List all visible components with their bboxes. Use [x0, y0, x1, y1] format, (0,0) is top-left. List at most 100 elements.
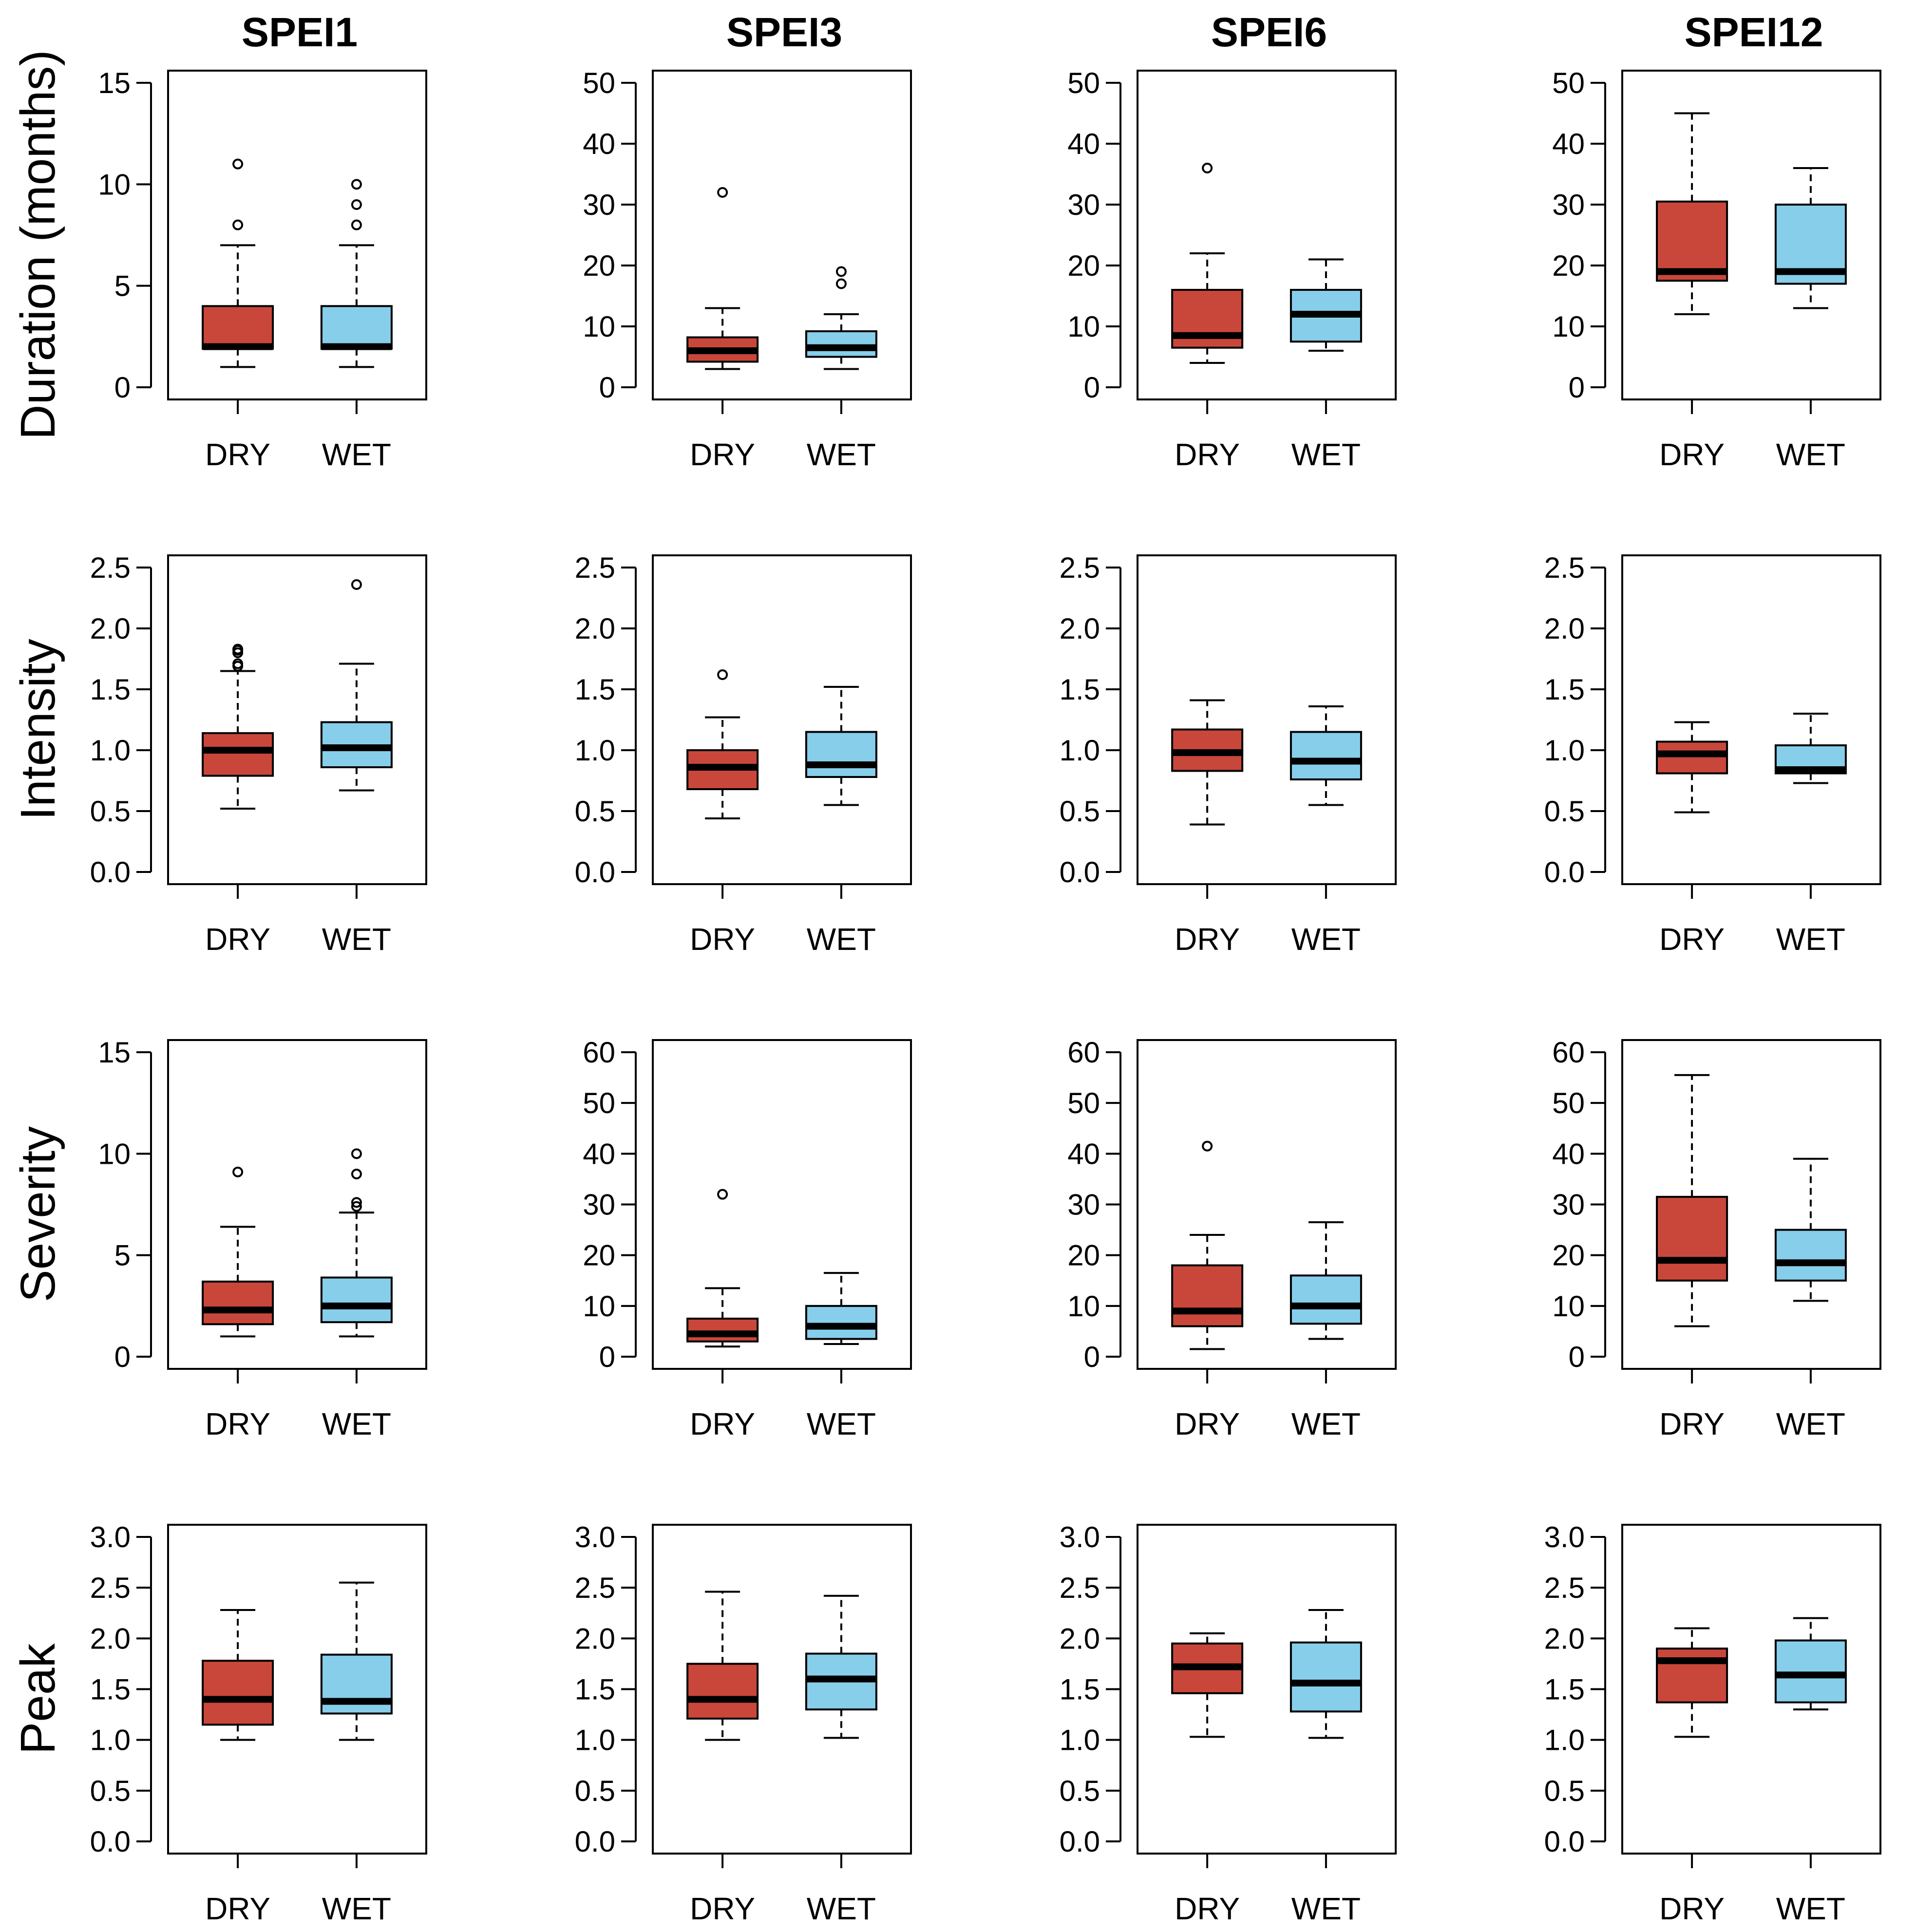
- y-tick-label: 30: [1067, 1189, 1100, 1221]
- y-tick-label: 1.5: [1060, 1673, 1100, 1706]
- y-tick-label: 15: [98, 67, 131, 99]
- box-wet: [1774, 713, 1847, 784]
- y-tick-label: 1.5: [575, 673, 615, 706]
- y-tick-label: 2.5: [90, 1572, 131, 1604]
- panel-intensity-spei3: 0.0 0.5 1.0 1.5 2.0 2.5 DRY WET: [575, 551, 912, 957]
- box-wet: [320, 179, 393, 368]
- y-tick-label: 2.5: [1060, 1572, 1100, 1604]
- y-tick-label: 1.5: [1544, 1673, 1585, 1706]
- y-tick-label: 2.5: [575, 551, 615, 584]
- box-dry: [686, 1591, 759, 1741]
- y-tick-label: 0.0: [1544, 856, 1585, 889]
- plot-frame: [1621, 1039, 1881, 1370]
- outlier-point: [1202, 1140, 1213, 1152]
- outlier-point: [1202, 163, 1213, 173]
- y-tick-label: 0: [599, 371, 615, 404]
- outlier-point: [351, 219, 362, 230]
- x-tick-label: WET: [807, 1406, 876, 1441]
- x-tick-label: DRY: [1175, 437, 1240, 472]
- panel-severity-spei12: 0 10 20 30 40 50 60 DRY WET: [1552, 1036, 1881, 1441]
- y-tick-label: 1.0: [1544, 734, 1585, 767]
- box-iqr: [202, 305, 274, 350]
- box-dry: [202, 158, 274, 368]
- x-tick-label: WET: [1291, 1406, 1361, 1441]
- y-tick-label: 20: [1552, 1239, 1585, 1272]
- y-tick-label: 50: [1552, 1087, 1585, 1119]
- y-tick-label: 5: [114, 270, 131, 303]
- x-tick-label: WET: [322, 437, 391, 472]
- outlier-point: [835, 266, 847, 277]
- y-tick-label: 2.0: [1060, 612, 1100, 645]
- y-tick-label: 2.5: [1544, 551, 1585, 584]
- box-wet: [1290, 1221, 1362, 1340]
- y-tick-label: 40: [1067, 128, 1100, 160]
- x-tick-label: WET: [322, 922, 391, 957]
- x-tick-label: DRY: [205, 1891, 270, 1926]
- y-tick-label: 1.5: [90, 673, 131, 706]
- box-iqr: [1656, 200, 1728, 282]
- y-tick-label: 20: [1552, 249, 1585, 282]
- panel-severity-spei6: 0 10 20 30 40 50 60 DRY WET: [1067, 1036, 1397, 1441]
- y-tick-label: 40: [1552, 1137, 1585, 1170]
- x-tick-label: WET: [807, 922, 876, 957]
- panel-severity-spei1: 0 5 10 15 DRY WET: [98, 1036, 427, 1441]
- y-tick-label: 0: [1569, 1341, 1585, 1373]
- y-tick-label: 2.5: [1544, 1572, 1585, 1604]
- y-tick-label: 1.5: [1060, 673, 1100, 706]
- x-tick-label: WET: [807, 1891, 876, 1926]
- x-tick-label: WET: [1776, 1406, 1845, 1441]
- y-tick-label: 1.0: [1544, 1724, 1585, 1757]
- plot-frame: [652, 1039, 912, 1370]
- box-dry: [1171, 1632, 1244, 1738]
- outlier-point: [232, 658, 244, 669]
- box-dry: [202, 1609, 274, 1741]
- box-iqr: [202, 1660, 274, 1726]
- y-tick-label: 0.0: [1060, 856, 1100, 889]
- box-iqr: [1656, 740, 1728, 775]
- x-tick-label: WET: [1291, 922, 1361, 957]
- x-tick-label: WET: [1776, 437, 1845, 472]
- x-tick-label: DRY: [205, 922, 270, 957]
- column-title: SPEI3: [726, 9, 842, 55]
- plot-frame: [167, 70, 427, 400]
- y-tick-label: 50: [583, 67, 615, 99]
- y-tick-label: 1.0: [90, 1724, 131, 1757]
- panel-peak-spei3: 0.0 0.5 1.0 1.5 2.0 2.5 3.0 DRY WET: [575, 1521, 912, 1926]
- column-title: SPEI6: [1211, 9, 1327, 55]
- outlier-point: [717, 669, 728, 680]
- outlier-point: [232, 219, 244, 230]
- x-tick-label: DRY: [1175, 922, 1240, 957]
- y-tick-label: 2.0: [1544, 612, 1585, 645]
- y-tick-label: 3.0: [575, 1521, 615, 1553]
- box-wet: [805, 1272, 877, 1345]
- box-iqr: [320, 1276, 393, 1324]
- y-tick-label: 0.5: [1544, 795, 1585, 828]
- y-tick-label: 0.5: [1060, 1775, 1100, 1807]
- x-tick-label: DRY: [1175, 1891, 1240, 1926]
- plot-frame: [1621, 70, 1881, 400]
- y-tick-label: 50: [1552, 67, 1585, 99]
- box-dry: [1171, 699, 1244, 826]
- y-tick-label: 15: [98, 1036, 131, 1069]
- y-tick-label: 1.5: [575, 1673, 615, 1706]
- x-tick-label: DRY: [1659, 437, 1725, 472]
- plot-frame: [167, 1524, 427, 1855]
- box-wet: [805, 686, 877, 806]
- box-dry: [1171, 1140, 1244, 1350]
- box-iqr: [1656, 1648, 1728, 1704]
- y-tick-label: 1.0: [575, 1724, 615, 1757]
- panel-duration-spei3: 0 10 20 30 40 50 DRY WET: [583, 67, 912, 472]
- outlier-point: [351, 1197, 362, 1208]
- y-tick-label: 0.0: [575, 1825, 615, 1858]
- y-tick-label: 60: [1552, 1036, 1585, 1069]
- x-tick-label: DRY: [205, 1406, 270, 1441]
- y-tick-label: 10: [583, 1290, 615, 1323]
- y-tick-label: 60: [583, 1036, 615, 1069]
- outlier-point: [717, 1189, 728, 1200]
- y-tick-label: 2.0: [90, 1622, 131, 1655]
- y-tick-label: 0: [1569, 371, 1585, 404]
- plot-frame: [1137, 1524, 1397, 1855]
- panel-intensity-spei1: 0.0 0.5 1.0 1.5 2.0 2.5 DRY WET: [90, 551, 427, 957]
- y-tick-label: 40: [1552, 128, 1585, 160]
